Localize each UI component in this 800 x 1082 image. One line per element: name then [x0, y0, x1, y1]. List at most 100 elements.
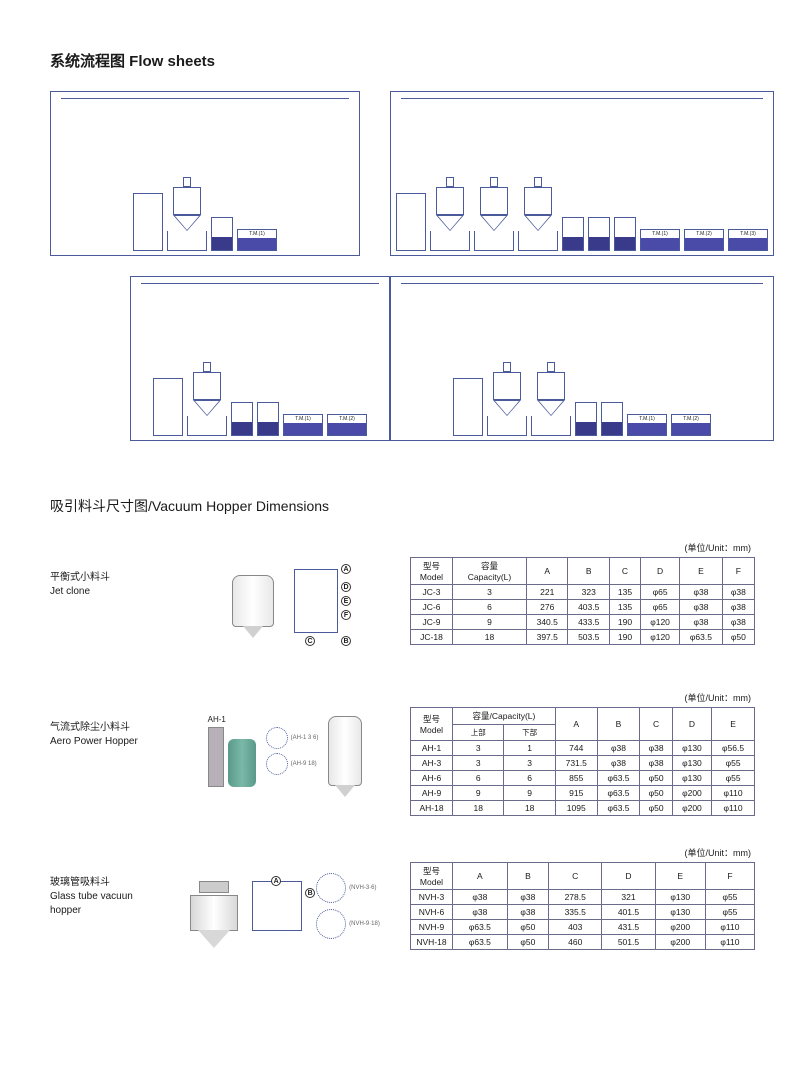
table-cell: φ55: [705, 905, 754, 920]
table-cell: 744: [555, 741, 597, 756]
table-row: JC-99340.5433.5190φ120φ38φ38: [411, 615, 755, 630]
table-cell: φ38: [640, 741, 672, 756]
table-cell: φ50: [722, 630, 754, 645]
product-pipe: [199, 881, 229, 893]
flow-diagram-4: T.M.(1) T.M.(2): [390, 276, 774, 441]
jet-clone-row: 平衡式小料斗 Jet clone A D E F B C (单位/Unit：mm…: [50, 541, 755, 661]
table-cell: 18: [453, 630, 527, 645]
table-cell: 6: [453, 600, 527, 615]
circle-sub-label: (NVH-9·18): [349, 921, 380, 927]
table-cell: 135: [609, 585, 640, 600]
col-a: A: [527, 558, 568, 585]
table-cell: φ38: [722, 585, 754, 600]
col-b: B: [597, 708, 640, 741]
table-cell: φ200: [672, 801, 711, 816]
product-hopper: [190, 895, 238, 931]
col-b: B: [507, 863, 548, 890]
table-cell: φ63.5: [680, 630, 723, 645]
col-e: E: [712, 708, 755, 741]
col-d: D: [641, 558, 680, 585]
jet-clone-table: 型号 Model 容量 Capacity(L) A B C D E F JC-3…: [410, 557, 755, 645]
table-cell: 9: [453, 615, 527, 630]
table-cell: φ38: [680, 615, 723, 630]
table-cell: 335.5: [549, 905, 602, 920]
table-cell: φ38: [597, 741, 640, 756]
table-cell: 403: [549, 920, 602, 935]
table-cell: φ200: [655, 935, 705, 950]
tm-label: T.M.(1): [237, 229, 277, 251]
table-cell: φ38: [453, 890, 508, 905]
table-row: NVH-3φ38φ38278.5321φ130φ55: [411, 890, 755, 905]
table-cell: 503.5: [568, 630, 609, 645]
label-cn: 气流式除尘小料斗: [50, 721, 160, 735]
table-cell: 915: [555, 786, 597, 801]
product-cylinder: [328, 716, 362, 786]
table-cell: AH-18: [411, 801, 453, 816]
dimension-drawing: A D E F B C: [294, 569, 338, 633]
table-cell: 401.5: [602, 905, 655, 920]
table-row: AH-333731.5φ38φ38φ130φ55: [411, 756, 755, 771]
table-cell: φ130: [672, 741, 711, 756]
ah-label: AH-1: [208, 715, 256, 724]
table-row: JC-1818397.5503.5190φ120φ63.5φ50: [411, 630, 755, 645]
table-row: NVH-18φ63.5φ50460501.5φ200φ110: [411, 935, 755, 950]
label-cn: 平衡式小料斗: [50, 571, 160, 585]
table-cell: 855: [555, 771, 597, 786]
col-model: 型号 Model: [411, 558, 453, 585]
table-cell: φ130: [655, 890, 705, 905]
table-cell: φ63.5: [597, 786, 640, 801]
table-cell: φ130: [672, 771, 711, 786]
label-cn: 玻璃管吸料斗: [50, 876, 160, 890]
table-cell: 276: [527, 600, 568, 615]
table-cell: AH-1: [411, 741, 453, 756]
col-model: 型号 Model: [411, 708, 453, 741]
table-cell: 18: [453, 801, 504, 816]
table-cell: φ38: [597, 756, 640, 771]
table-cell: φ38: [680, 600, 723, 615]
table-cell: φ200: [655, 920, 705, 935]
glass-tube-graphics: A B (NVH-3·6) (NVH-9·18): [170, 846, 400, 966]
col-capacity: 容量/Capacity(L): [453, 708, 556, 725]
dim-circle: [316, 909, 346, 939]
table-cell: 3: [453, 741, 504, 756]
table-cell: φ50: [640, 801, 672, 816]
col-f: F: [705, 863, 754, 890]
unit-label: (单位/Unit：mm): [410, 541, 751, 554]
aero-hopper-table: 型号 Model 容量/Capacity(L) A B C D E 上部 下部 …: [410, 707, 755, 816]
table-cell: 433.5: [568, 615, 609, 630]
table-cell: φ110: [705, 920, 754, 935]
table-cell: φ110: [705, 935, 754, 950]
dim-circle: [266, 727, 288, 749]
table-cell: NVH-3: [411, 890, 453, 905]
circle-sub-label: (AH-1 3 6): [291, 735, 319, 741]
table-cell: φ55: [712, 756, 755, 771]
table-row: AH-131744φ38φ38φ130φ56.5: [411, 741, 755, 756]
table-cell: φ63.5: [453, 935, 508, 950]
unit-label: (单位/Unit：mm): [410, 846, 751, 859]
table-cell: 3: [504, 756, 555, 771]
table-row: AH-666855φ63.5φ50φ130φ55: [411, 771, 755, 786]
col-up: 上部: [453, 725, 504, 741]
table-cell: φ38: [640, 756, 672, 771]
product-tube: [208, 727, 224, 787]
table-cell: φ63.5: [597, 771, 640, 786]
table-cell: φ130: [672, 756, 711, 771]
col-f: F: [722, 558, 754, 585]
col-c: C: [640, 708, 672, 741]
table-cell: AH-9: [411, 786, 453, 801]
glass-tube-table: 型号 Model A B C D E F NVH-3φ38φ38278.5321…: [410, 862, 755, 950]
table-row: NVH-6φ38φ38335.5401.5φ130φ55: [411, 905, 755, 920]
table-cell: φ55: [705, 890, 754, 905]
table-cell: φ55: [712, 771, 755, 786]
table-cell: φ56.5: [712, 741, 755, 756]
dim-circle: [266, 753, 288, 775]
table-cell: 190: [609, 615, 640, 630]
flow-diagram-2: T.M.(1) T.M.(2) T.M.(3): [390, 91, 774, 256]
col-a: A: [555, 708, 597, 741]
table-row: NVH-9φ63.5φ50403431.5φ200φ110: [411, 920, 755, 935]
table-cell: 190: [609, 630, 640, 645]
table-cell: 6: [504, 771, 555, 786]
col-capacity: 容量 Capacity(L): [453, 558, 527, 585]
tm-label: T.M.(2): [671, 414, 711, 436]
label-en: Aero Power Hopper: [50, 735, 160, 749]
